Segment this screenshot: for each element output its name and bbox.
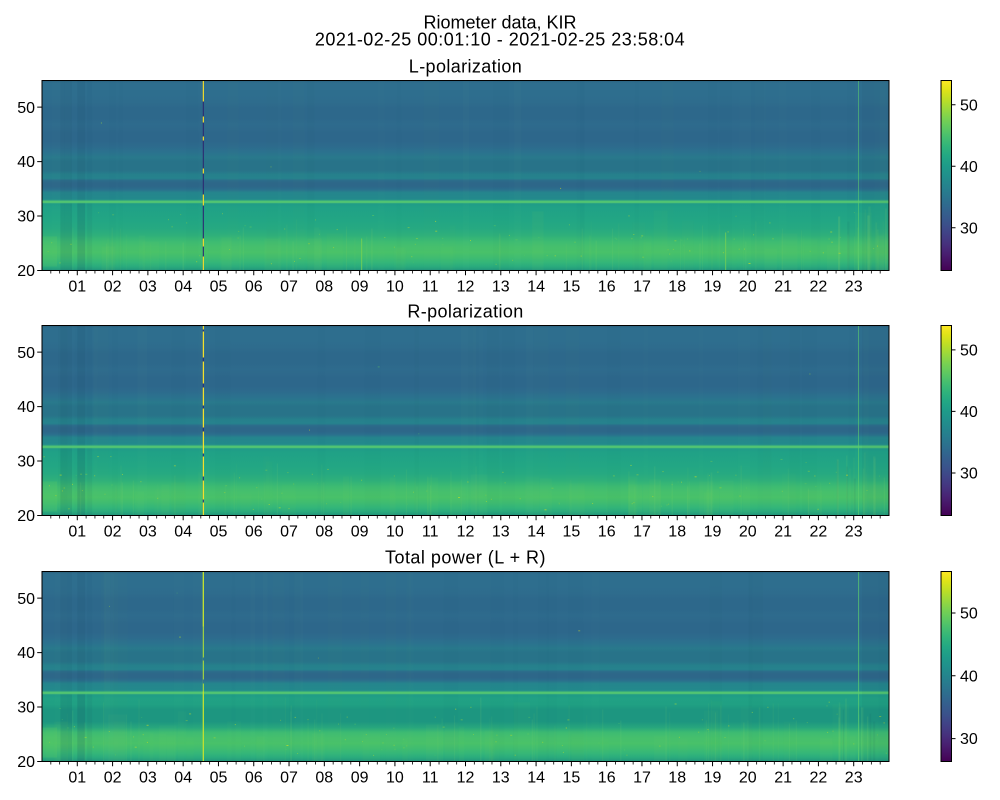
svg-text:20: 20 [739,770,757,787]
svg-text:30: 30 [17,700,35,717]
svg-text:21: 21 [774,770,792,787]
svg-text:09: 09 [351,524,369,541]
svg-text:12: 12 [457,279,475,296]
svg-text:50: 50 [17,100,35,117]
svg-text:50: 50 [960,606,978,623]
svg-text:16: 16 [598,770,616,787]
svg-text:40: 40 [960,404,978,421]
svg-text:11: 11 [422,770,439,787]
svg-text:18: 18 [668,524,686,541]
svg-text:19: 19 [704,524,722,541]
svg-text:10: 10 [386,770,404,787]
svg-text:R-polarization: R-polarization [407,301,523,321]
svg-text:10: 10 [386,279,404,296]
svg-text:23: 23 [845,524,863,541]
svg-text:Total power (L + R): Total power (L + R) [385,547,546,567]
svg-text:01: 01 [68,524,86,541]
svg-text:11: 11 [422,524,439,541]
svg-text:16: 16 [598,279,616,296]
svg-text:08: 08 [315,524,333,541]
svg-text:07: 07 [280,524,298,541]
svg-text:17: 17 [633,770,651,787]
svg-text:14: 14 [527,524,545,541]
svg-text:2021-02-25 00:01:10 - 2021-02-: 2021-02-25 00:01:10 - 2021-02-25 23:58:0… [315,30,685,50]
svg-text:30: 30 [17,454,35,471]
svg-text:11: 11 [422,279,439,296]
svg-text:22: 22 [810,524,828,541]
svg-text:05: 05 [210,770,228,787]
svg-text:01: 01 [68,770,86,787]
svg-text:12: 12 [457,524,475,541]
svg-text:03: 03 [139,279,157,296]
svg-text:40: 40 [960,159,978,176]
svg-text:13: 13 [492,770,510,787]
svg-text:23: 23 [845,770,863,787]
svg-text:10: 10 [386,524,404,541]
svg-text:02: 02 [104,770,122,787]
svg-text:03: 03 [139,770,157,787]
svg-text:50: 50 [17,591,35,608]
svg-text:21: 21 [774,524,792,541]
svg-text:22: 22 [810,770,828,787]
svg-text:19: 19 [704,770,722,787]
svg-text:02: 02 [104,279,122,296]
svg-text:06: 06 [245,770,263,787]
svg-text:05: 05 [210,524,228,541]
svg-text:20: 20 [739,524,757,541]
svg-text:18: 18 [668,279,686,296]
svg-text:17: 17 [633,279,651,296]
svg-text:12: 12 [457,770,475,787]
svg-text:06: 06 [245,524,263,541]
svg-text:23: 23 [845,279,863,296]
svg-text:30: 30 [960,220,978,237]
svg-text:L-polarization: L-polarization [409,56,522,76]
svg-text:13: 13 [492,279,510,296]
svg-text:02: 02 [104,524,122,541]
svg-text:50: 50 [960,342,978,359]
svg-text:30: 30 [960,466,978,483]
svg-text:30: 30 [17,209,35,226]
svg-text:16: 16 [598,524,616,541]
svg-text:08: 08 [315,770,333,787]
svg-text:09: 09 [351,770,369,787]
svg-text:20: 20 [17,263,35,280]
svg-text:17: 17 [633,524,651,541]
svg-text:04: 04 [174,524,192,541]
svg-text:13: 13 [492,524,510,541]
svg-text:15: 15 [563,770,581,787]
svg-text:07: 07 [280,770,298,787]
svg-text:50: 50 [960,97,978,114]
svg-text:20: 20 [17,508,35,525]
svg-text:22: 22 [810,279,828,296]
svg-text:04: 04 [174,770,192,787]
svg-text:06: 06 [245,279,263,296]
svg-text:15: 15 [563,524,581,541]
svg-text:20: 20 [17,754,35,771]
svg-text:09: 09 [351,279,369,296]
svg-text:08: 08 [315,279,333,296]
svg-text:07: 07 [280,279,298,296]
svg-text:21: 21 [774,279,792,296]
svg-text:Riometer data, KIR: Riometer data, KIR [423,13,576,33]
svg-text:40: 40 [960,668,978,685]
svg-text:40: 40 [17,154,35,171]
svg-text:14: 14 [527,279,545,296]
svg-text:40: 40 [17,399,35,416]
svg-text:05: 05 [210,279,228,296]
svg-text:40: 40 [17,645,35,662]
svg-text:20: 20 [739,279,757,296]
svg-text:18: 18 [668,770,686,787]
svg-text:15: 15 [563,279,581,296]
svg-text:19: 19 [704,279,722,296]
svg-text:30: 30 [960,731,978,748]
svg-text:04: 04 [174,279,192,296]
svg-text:14: 14 [527,770,545,787]
svg-text:50: 50 [17,345,35,362]
svg-text:03: 03 [139,524,157,541]
svg-text:01: 01 [68,279,86,296]
